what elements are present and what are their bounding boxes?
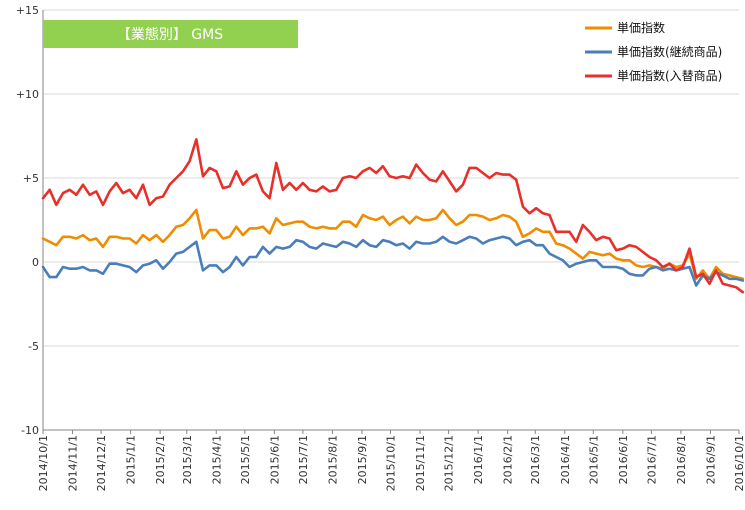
y-tick-label: -10: [21, 424, 39, 437]
x-tick-label: 2015/1/1: [125, 435, 138, 484]
x-tick-label: 2015/8/1: [326, 435, 339, 484]
x-tick-label: 2015/6/1: [268, 435, 281, 484]
legend-label: 単価指数: [617, 20, 665, 35]
series-line-2: [41, 235, 745, 287]
x-tick-label: 2015/3/1: [181, 435, 194, 484]
x-tick-label: 2015/4/1: [210, 435, 223, 484]
series-lines: [41, 138, 745, 294]
x-tick-label: 2016/6/1: [617, 435, 630, 484]
x-tick-label: 2016/2/1: [502, 435, 515, 484]
x-tick-label: 2015/5/1: [239, 435, 252, 484]
series-line-1: [41, 208, 745, 281]
x-tick-label: 2016/4/1: [559, 435, 572, 484]
x-tick-label: 2016/1/1: [472, 435, 485, 484]
title-banner-background: [43, 20, 298, 48]
title-banner: 【業態別】 GMS: [43, 20, 298, 48]
x-tick-label: 2016/8/1: [675, 435, 688, 484]
x-tick-label: 2014/12/1: [95, 435, 108, 491]
x-tick-label: 2016/3/1: [529, 435, 542, 484]
y-tick-label: 0: [32, 256, 39, 269]
x-tick-label: 2016/7/1: [645, 435, 658, 484]
y-tick-label: +10: [16, 88, 39, 101]
series-line-3: [41, 138, 745, 294]
x-tick-label: 2016/10/1: [733, 435, 745, 491]
x-tick-label: 2014/10/1: [37, 435, 50, 491]
x-tick-label: 2015/9/1: [356, 435, 369, 484]
legend-label: 単価指数(入替商品): [617, 68, 722, 83]
x-tick-label: 2015/7/1: [297, 435, 310, 484]
x-tick-label: 2015/11/1: [414, 435, 427, 491]
y-tick-label: -5: [28, 340, 39, 353]
x-tick-label: 2014/11/1: [67, 435, 80, 491]
legend-label: 単価指数(継続商品): [617, 44, 722, 59]
x-tick-label: 2015/10/1: [385, 435, 398, 491]
x-tick-label: 2016/5/1: [587, 435, 600, 484]
chart-title: 【業態別】 GMS: [117, 27, 223, 43]
y-tick-label: +5: [23, 172, 39, 185]
axes: -10 -5 0 +5 +10 +15 2014/10/1 2014/11/1 2014/12/…: [16, 4, 745, 491]
y-tick-label: +15: [16, 4, 39, 17]
x-tick-label: 2016/9/1: [704, 435, 717, 484]
x-tick-label: 2015/2/1: [154, 435, 167, 484]
x-tick-label: 2015/12/1: [443, 435, 456, 491]
